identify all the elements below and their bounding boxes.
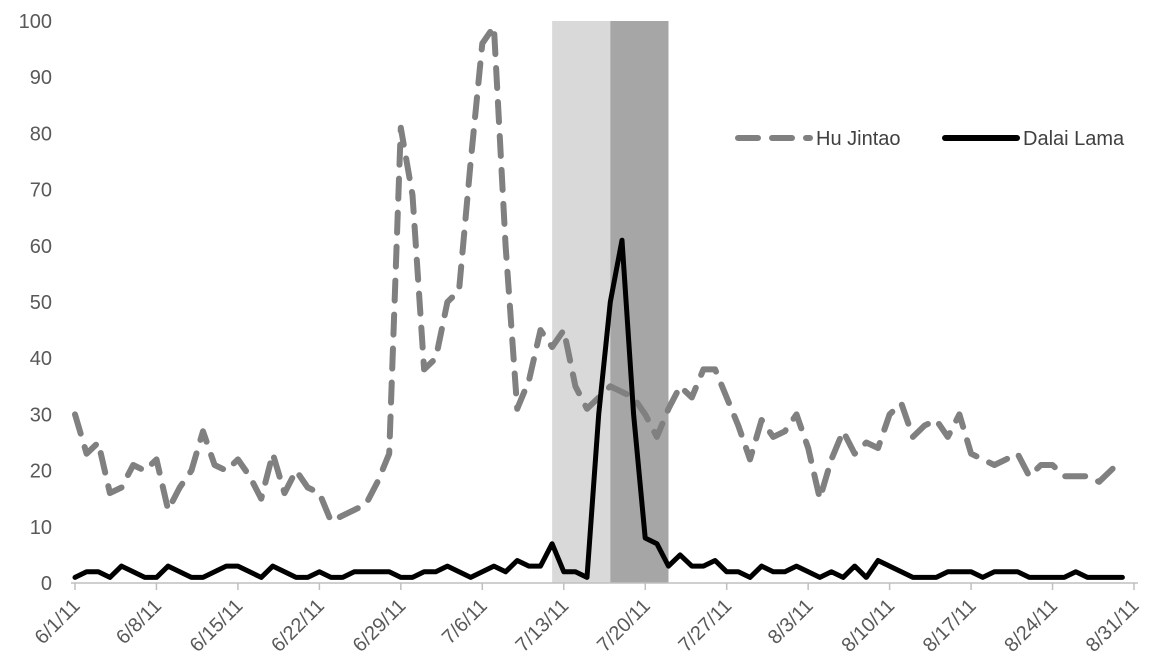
legend-label: Dalai Lama (1023, 128, 1125, 150)
x-tick-label: 8/24/11 (1000, 595, 1062, 657)
y-tick-label: 80 (30, 123, 52, 145)
x-tick-label: 8/10/11 (837, 595, 899, 657)
y-tick-label: 70 (30, 180, 52, 202)
shaded-region-1 (552, 21, 611, 583)
x-tick-label: 7/13/11 (512, 595, 574, 657)
legend: Hu Jintao Dalai Lama (735, 128, 1125, 150)
series-lines (72, 23, 1126, 580)
x-tick-label: 8/17/11 (919, 595, 981, 657)
x-tick-label: 7/6/11 (438, 595, 492, 649)
y-tick-label: 40 (30, 348, 52, 370)
x-tick-label: 8/31/11 (1082, 595, 1144, 657)
x-axis-ticks: 6/1/11 6/8/11 6/15/11 6/22/11 6/29/11 7/6/11 7… (31, 583, 1144, 657)
legend-label: Hu Jintao (816, 128, 901, 150)
y-tick-label: 10 (30, 517, 52, 539)
x-tick-label: 7/27/11 (675, 595, 737, 657)
y-tick-label: 20 (30, 461, 52, 483)
x-tick-label: 6/29/11 (349, 595, 411, 657)
y-tick-label: 90 (30, 67, 52, 89)
y-tick-label: 0 (41, 573, 52, 595)
x-tick-label: 6/8/11 (112, 595, 166, 649)
x-tick-label: 6/15/11 (186, 595, 248, 657)
y-tick-label: 50 (30, 292, 52, 314)
y-tick-label: 30 (30, 404, 52, 426)
x-tick-label: 6/1/11 (31, 595, 85, 649)
shaded-regions (552, 21, 669, 583)
x-tick-label: 8/3/11 (764, 595, 818, 649)
y-tick-label: 60 (30, 236, 52, 258)
y-axis-tick-labels: 0 10 20 30 40 50 60 70 80 90 100 (19, 11, 52, 595)
y-tick-label: 100 (19, 11, 52, 33)
series-line-dalai-lama (72, 237, 1125, 580)
x-tick-label: 6/22/11 (267, 595, 329, 657)
x-tick-label: 7/20/11 (593, 595, 655, 657)
